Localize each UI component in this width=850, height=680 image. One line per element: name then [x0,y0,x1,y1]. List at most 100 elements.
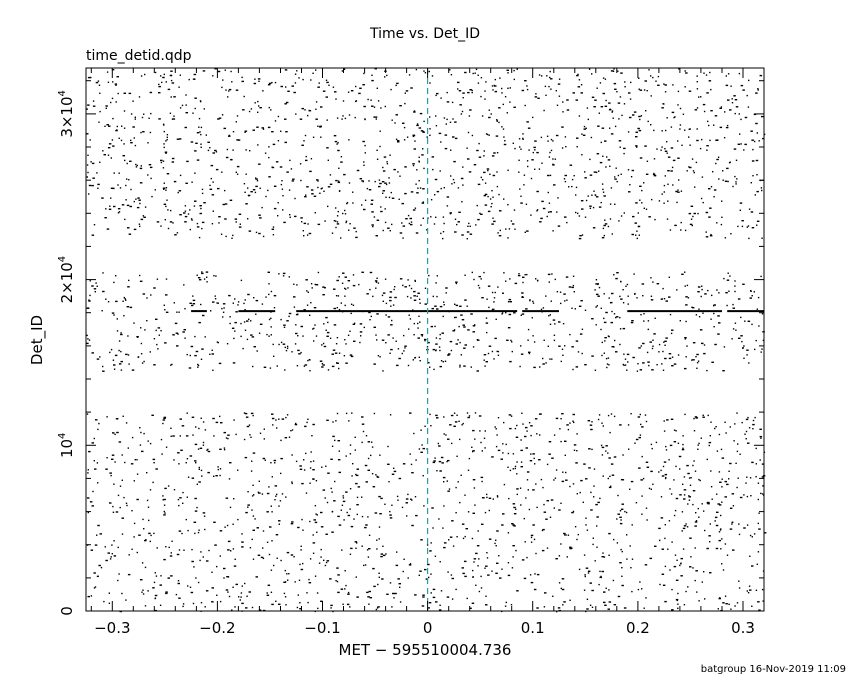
data-point [493,297,496,299]
data-point [214,149,217,152]
data-point [296,284,298,286]
data-point [116,431,119,434]
data-point [218,117,222,119]
data-point [396,82,399,85]
data-point [630,321,634,324]
data-point [658,471,660,473]
data-point [758,325,760,327]
data-point [716,222,718,224]
data-point [261,206,263,209]
data-point [663,202,665,204]
data-point [682,443,684,446]
data-point [609,127,611,129]
data-point [457,339,459,341]
data-point [654,218,656,221]
data-point [617,102,621,104]
data-point [87,595,90,598]
data-point [495,445,498,448]
data-point [243,183,246,185]
data-point [111,97,114,100]
data-point [278,603,281,605]
data-point [403,334,405,337]
data-point [635,234,637,236]
data-point [385,183,388,186]
data-point [376,548,378,550]
data-point [513,525,516,527]
data-point [602,227,605,230]
data-point [230,158,232,161]
data-point [578,115,581,117]
data-point [583,463,586,465]
data-point [429,134,431,136]
data-point [288,189,291,191]
data-point [480,575,482,578]
data-point [502,452,504,454]
data-point [228,294,231,297]
data-point [701,176,704,178]
data-point [129,160,132,162]
data-point [125,502,128,504]
data-point [384,105,386,108]
data-point [576,493,578,495]
data-point [309,520,311,523]
data-point [243,321,246,323]
data-point [631,558,634,560]
data-point [362,140,365,143]
data-point [494,426,496,428]
data-point [144,206,147,208]
data-point [760,187,763,189]
data-point [519,188,521,190]
data-point [104,125,106,127]
data-point [106,71,109,73]
data-point [321,187,323,189]
data-point [158,85,161,88]
data-point [422,217,424,219]
data-point [297,335,299,337]
data-point [162,76,165,79]
data-point [652,173,656,176]
data-point [120,332,122,334]
data-point [554,477,557,479]
data-point [643,607,645,609]
data-point [163,504,166,506]
data-point [544,85,547,88]
data-point [99,110,101,113]
data-point [656,148,658,150]
data-point [562,471,564,473]
data-point [501,524,504,526]
data-point [726,483,729,486]
data-point [452,136,455,138]
data-point [761,476,765,478]
data-point [391,606,393,608]
data-point [680,190,683,192]
data-point [541,529,544,532]
data-point [718,531,721,533]
data-point [693,417,695,420]
data-point [758,609,761,611]
data-point [258,480,260,482]
data-point [497,354,500,356]
data-point [162,495,164,497]
data-point [261,493,264,495]
data-point [197,448,200,450]
data-point [619,316,621,319]
data-point [660,298,663,300]
data-point [176,553,180,556]
data-point [258,332,261,334]
data-point [743,357,745,359]
data-point [622,302,625,304]
data-point [191,477,195,479]
data-point [667,200,669,202]
data-point [417,337,420,339]
data-point [660,149,662,151]
data-point [327,321,329,324]
data-point [591,355,594,357]
data-point [695,512,697,514]
data-point [229,316,231,318]
data-point [627,303,629,305]
data-point [684,367,687,370]
data-point [320,106,323,108]
data-point [761,189,763,192]
data-point [418,127,422,129]
data-point [583,128,586,130]
